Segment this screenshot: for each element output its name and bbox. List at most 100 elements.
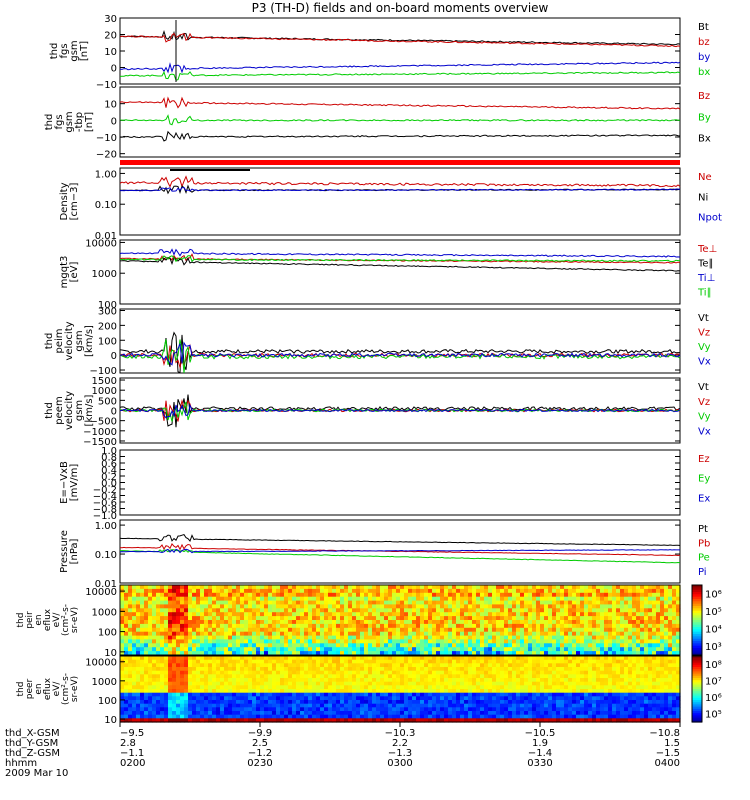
spectro-cell [416,674,421,679]
spectro-cell [404,674,409,679]
spectro-cell [276,714,281,719]
spectro-cell [556,592,561,598]
spectro-cell [204,647,209,652]
spectro-cell [120,647,125,652]
spectro-cell [428,667,433,672]
spectro-cell [364,647,369,652]
spectro-cell [364,674,369,679]
spectro-cell [548,588,553,594]
spectro-cell [384,620,389,625]
spectro-cell [512,670,517,675]
spectro-cell [572,663,577,668]
spectro-cell [524,711,529,716]
spectro-cell [448,623,453,629]
spectro-cell [672,643,677,648]
spectro-cell [276,667,281,672]
spectro-cell [532,718,537,723]
spectro-cell [504,612,509,617]
spectro-cell [212,659,217,664]
spectro-cell [268,612,273,617]
spectro-cell [520,616,525,621]
spectro-cell [440,600,445,606]
spectro-cell [124,643,129,648]
spectro-cell [328,604,333,609]
spectro-cell [380,714,385,719]
spectro-cell [232,585,237,590]
spectro-cell [288,631,293,637]
spectro-cell [468,692,473,697]
spectro-cell [512,703,517,708]
spectro-cell [528,612,533,617]
spectro-cell [520,635,525,641]
spectro-cell [344,612,349,617]
spectro-cell [592,647,597,652]
spectro-cell [284,635,289,641]
spectro-cell [316,703,321,708]
spectro-cell [632,612,637,617]
spectro-cell [552,714,557,719]
spectro-cell [484,643,489,648]
spectro-cell [436,592,441,598]
spectro-cell [400,592,405,598]
spectro-cell [540,623,545,629]
spectro-cell [328,700,333,705]
spectro-cell [484,604,489,609]
spectro-cell [408,596,413,602]
spectro-cell [120,703,125,708]
spectro-cell [308,592,313,598]
spectro-cell [224,681,229,686]
spectro-cell [600,707,605,712]
spectro-cell [376,667,381,672]
spectro-cell [244,620,249,625]
spectro-cell [320,588,325,594]
spectro-cell [404,670,409,675]
spectro-cell [416,620,421,625]
spectro-cell [468,639,473,644]
spectro-cell [164,647,169,652]
spectro-cell [468,620,473,625]
spectro-cell [224,685,229,690]
spectro-cell [348,620,353,625]
spectro-cell [280,700,285,705]
spectro-cell [580,667,585,672]
spectro-cell [636,620,641,625]
spectro-cell [228,714,233,719]
spectro-cell [152,670,157,675]
spectro-cell [208,674,213,679]
spectro-cell [120,620,125,625]
spectro-cell [560,592,565,598]
spectro-cell [592,659,597,664]
spectro-cell [404,681,409,686]
spectro-cell [248,647,253,652]
spectro-cell [156,643,161,648]
spectro-cell [412,647,417,652]
spectro-cell [568,703,573,708]
spectro-cell [328,718,333,723]
spectro-cell [172,678,177,683]
spectro-cell [364,592,369,598]
spectro-cell [380,631,385,637]
spectro-cell [336,718,341,723]
spectro-cell [160,656,165,661]
spectro-cell [472,714,477,719]
spectro-cell [492,627,497,633]
spectro-cell [220,711,225,716]
spectro-cell [200,707,205,712]
spectro-cell [328,667,333,672]
spectro-cell [580,639,585,644]
spectro-cell [444,659,449,664]
spectro-cell [208,707,213,712]
spectro-cell [328,643,333,648]
spectro-cell [336,656,341,661]
spectro-cell [184,696,189,701]
spectro-cell [676,592,681,598]
spectro-cell [520,711,525,716]
spectro-cell [496,714,501,719]
spectro-cell [464,714,469,719]
spectro-cell [316,689,321,694]
spectro-cell [668,620,673,625]
spectro-cell [164,674,169,679]
spectro-cell [284,639,289,644]
spectro-cell [292,623,297,629]
